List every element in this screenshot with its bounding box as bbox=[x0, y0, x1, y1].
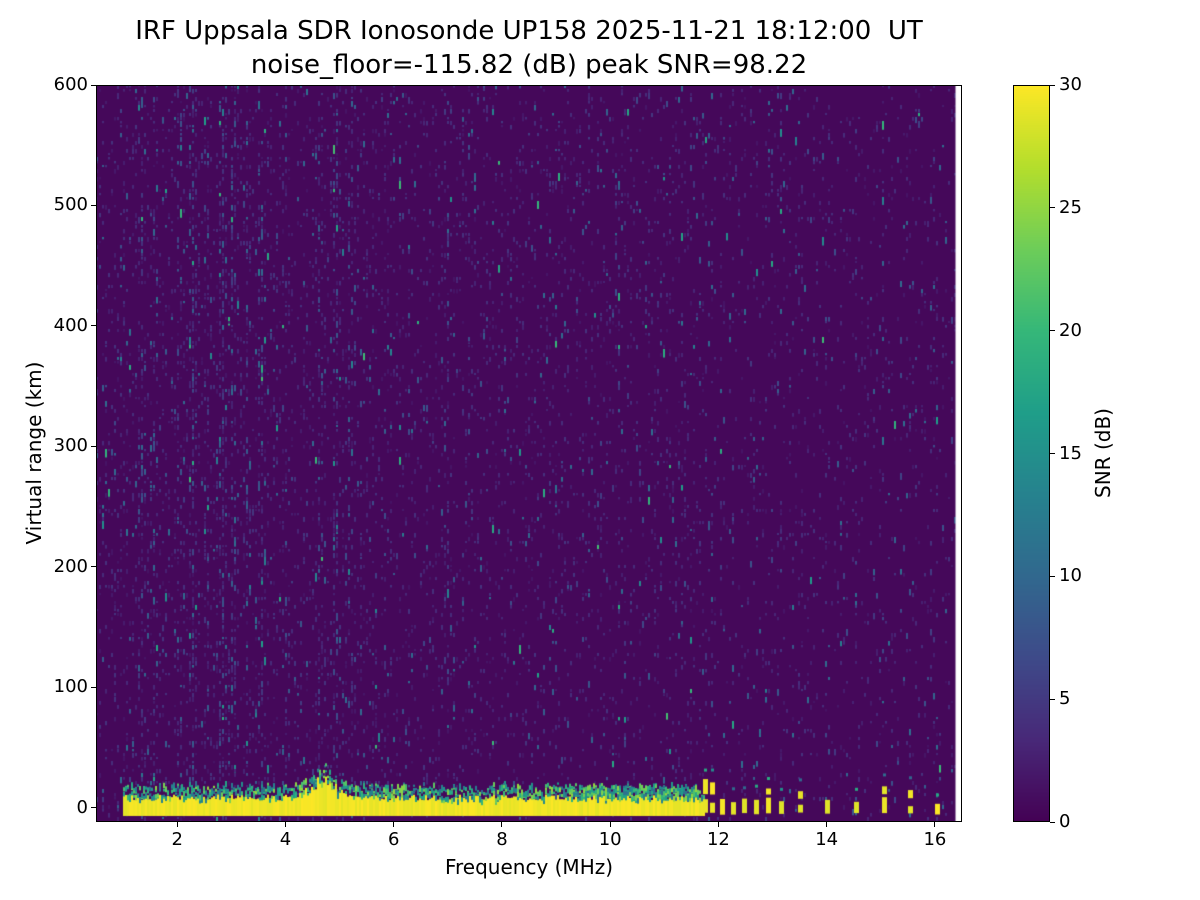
x-tick-mark bbox=[717, 822, 719, 827]
colorbar-tick-label: 0 bbox=[1059, 811, 1071, 832]
y-tick-label: 0 bbox=[76, 796, 88, 818]
x-tick-label: 14 bbox=[815, 829, 839, 850]
colorbar-gradient-canvas bbox=[1013, 85, 1050, 822]
colorbar-tick-mark bbox=[1050, 821, 1055, 823]
y-tick-mark bbox=[91, 807, 96, 809]
y-tick-mark bbox=[91, 566, 96, 568]
colorbar-tick-mark bbox=[1050, 207, 1055, 209]
colorbar-tick-mark bbox=[1050, 698, 1055, 700]
figure-title-line2: noise_floor=-115.82 (dB) peak SNR=98.22 bbox=[250, 50, 808, 80]
colorbar-tick-label: 5 bbox=[1059, 688, 1071, 710]
y-tick-mark bbox=[91, 325, 96, 327]
x-tick-mark bbox=[501, 822, 503, 827]
x-tick-mark bbox=[934, 822, 936, 827]
x-tick-label: 4 bbox=[279, 829, 292, 850]
y-tick-label: 600 bbox=[53, 74, 88, 95]
y-tick-label: 200 bbox=[53, 555, 88, 577]
x-axis-label: Frequency (MHz) bbox=[444, 855, 614, 879]
y-tick-mark bbox=[91, 445, 96, 447]
colorbar-tick-mark bbox=[1050, 330, 1055, 332]
x-tick-label: 6 bbox=[387, 829, 400, 850]
colorbar-tick-label: 10 bbox=[1059, 565, 1082, 587]
x-tick-mark bbox=[393, 822, 395, 827]
colorbar-tick-label: 30 bbox=[1059, 74, 1082, 95]
ionogram-heatmap-canvas bbox=[96, 85, 962, 822]
x-tick-label: 8 bbox=[496, 829, 508, 850]
x-tick-mark bbox=[284, 822, 286, 827]
x-tick-label: 2 bbox=[171, 829, 183, 850]
colorbar-tick-mark bbox=[1050, 453, 1055, 454]
y-tick-label: 300 bbox=[53, 435, 88, 457]
figure-title-line1: IRF Uppsala SDR Ionosonde UP158 2025-11-… bbox=[135, 16, 923, 46]
x-tick-mark bbox=[176, 822, 178, 827]
y-tick-label: 500 bbox=[53, 194, 88, 216]
colorbar-tick-mark bbox=[1050, 575, 1055, 577]
x-tick-mark bbox=[609, 822, 611, 827]
y-tick-mark bbox=[91, 686, 96, 688]
y-tick-mark bbox=[91, 84, 96, 86]
x-tick-label: 16 bbox=[923, 829, 947, 850]
x-tick-label: 12 bbox=[706, 829, 730, 850]
y-tick-label: 400 bbox=[53, 314, 88, 336]
colorbar-tick-label: 25 bbox=[1059, 196, 1082, 218]
colorbar-tick-label: 15 bbox=[1059, 442, 1082, 464]
colorbar-tick-mark bbox=[1050, 84, 1055, 86]
y-tick-label: 100 bbox=[53, 676, 88, 698]
x-tick-mark bbox=[826, 822, 828, 827]
colorbar-tick-label: 20 bbox=[1059, 319, 1082, 341]
x-tick-label: 10 bbox=[598, 829, 622, 850]
y-tick-mark bbox=[91, 204, 96, 206]
